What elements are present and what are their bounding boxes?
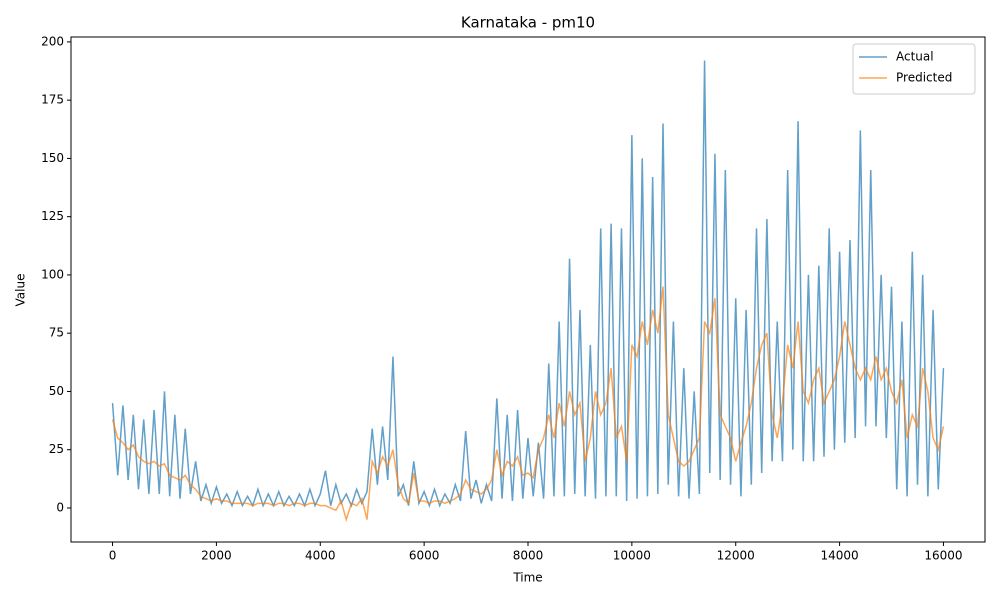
legend-label: Predicted	[896, 71, 952, 85]
y-tick-label: 125	[41, 209, 64, 223]
y-tick-label: 200	[41, 34, 64, 48]
y-tick-label: 0	[56, 500, 64, 514]
y-tick-label: 175	[41, 93, 64, 107]
x-tick-label: 4000	[305, 549, 336, 563]
chart-title: Karnataka - pm10	[461, 14, 595, 32]
x-tick-label: 14000	[820, 549, 858, 563]
x-tick-label: 8000	[513, 549, 544, 563]
x-tick-label: 6000	[409, 549, 440, 563]
series-line	[111, 286, 945, 523]
y-tick-label: 100	[41, 267, 64, 281]
x-tick-label: 0	[109, 549, 117, 563]
x-tick-label: 12000	[717, 549, 755, 563]
y-axis-label: Value	[14, 274, 28, 307]
series-line	[111, 60, 945, 508]
y-tick-label: 150	[41, 151, 64, 165]
legend: Actual Predicted	[852, 43, 976, 95]
y-tick-label: 50	[49, 384, 64, 398]
x-tick-label: 10000	[613, 549, 651, 563]
x-tick-label: 2000	[201, 549, 232, 563]
x-axis-label: Time	[512, 571, 542, 585]
y-tick-label: 75	[49, 326, 64, 340]
x-tick-label: 16000	[924, 549, 962, 563]
plot-frame	[70, 36, 986, 543]
legend-label: Actual	[896, 50, 934, 64]
y-tick-label: 25	[49, 442, 64, 456]
